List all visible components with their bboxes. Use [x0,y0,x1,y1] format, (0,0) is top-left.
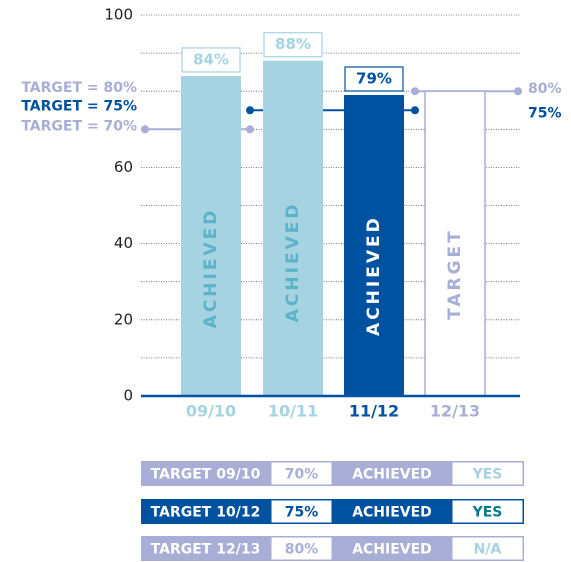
y-tick-label: 100 [104,6,133,24]
table-cell [270,461,333,486]
target-label: TARGET = 80% [21,80,137,96]
bar [263,60,323,396]
target-dot [514,87,522,96]
bar [344,95,404,396]
table-cell-text: TARGET 12/13 [151,542,261,558]
table-cell [141,536,270,561]
x-tick-label: 09/10 [186,402,236,421]
value-label: 84% [193,50,229,68]
target-right-label: 80% [528,81,562,97]
table-cell [333,461,451,486]
table-cell-text: N/A [474,542,502,558]
bar-label: ACHIEVED [283,202,303,323]
table-cell-text: ACHIEVED [352,467,432,483]
table-cell-text: ACHIEVED [352,505,432,521]
target-right-label: 75% [528,105,562,121]
bar-label: ACHIEVED [201,208,221,329]
x-tick-label: 11/12 [349,402,399,421]
table-cell [270,536,333,561]
table-cell-text: TARGET 10/12 [151,505,261,521]
value-label: 79% [356,70,392,88]
table-cell-text: YES [472,467,503,483]
target-dot [246,106,254,115]
table-cell-text: ACHIEVED [352,542,432,558]
table-cell-text: YES [472,505,503,521]
bar-label: ACHIEVED [364,215,384,336]
table-cell-text: 80% [285,542,319,558]
table-cell-text: 75% [285,505,319,521]
table-cell [141,499,270,524]
table-cell [451,499,524,524]
table-cell-text: 70% [285,467,319,483]
y-tick-label: 60 [114,158,133,176]
y-tick-label: 20 [114,310,133,328]
table-cell [333,536,451,561]
value-label: 88% [275,35,311,53]
bar [424,90,486,397]
target-label: TARGET = 70% [21,118,137,134]
table-cell [141,461,270,486]
target-dot [141,125,149,134]
y-tick-label: 40 [114,234,133,252]
target-label: TARGET = 75% [21,98,137,114]
table-cell [451,536,524,561]
target-dot [246,125,254,134]
y-tick-label: 0 [123,387,133,405]
table-cell [333,499,451,524]
bar [181,75,241,397]
bar-label: TARGET [445,228,465,320]
target-dot [411,87,419,96]
value-label-box [181,47,241,73]
table-cell-text: TARGET 09/10 [151,467,261,483]
value-label-box [263,32,323,58]
table-cell [270,499,333,524]
target-dot [411,106,419,115]
value-label-box [344,66,404,92]
table-cell [451,461,524,486]
x-tick-label: 12/13 [430,402,480,421]
x-tick-label: 10/11 [268,402,318,421]
